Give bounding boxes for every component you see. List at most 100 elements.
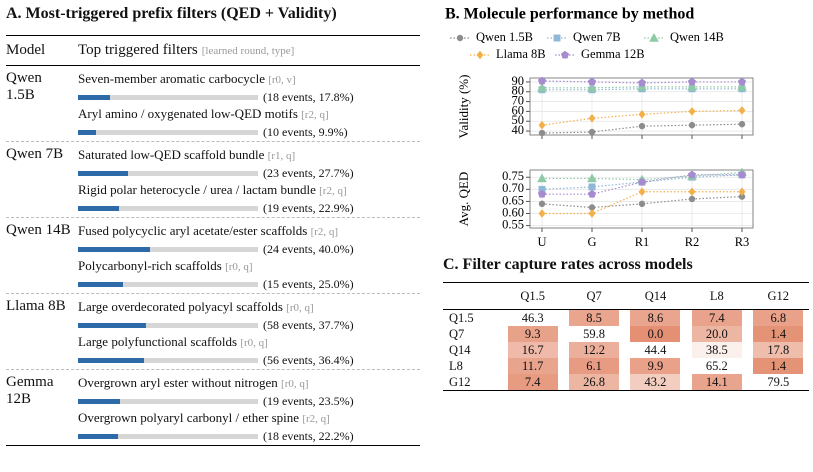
- cell-value: 12.2: [569, 342, 620, 358]
- bar-label: (19 events, 23.5%): [263, 393, 354, 408]
- bar-track: [78, 398, 258, 404]
- bar-label: (23 events, 27.7%): [263, 165, 354, 180]
- filter: Saturated low-QED scaffold bundle [r1, q…: [78, 146, 354, 181]
- point: [537, 189, 547, 198]
- y-tick-label: 80: [512, 84, 525, 98]
- filter-name: Rigid polar heterocycle / urea / lactam …: [78, 182, 316, 197]
- table-cell: 11.7: [502, 358, 563, 374]
- y-tick-label: 40: [512, 123, 525, 137]
- bar-line: (18 events, 17.8%): [78, 89, 354, 105]
- point: [538, 129, 546, 137]
- filter-tag: [r2, q]: [302, 413, 330, 425]
- row-label: Q1.5: [449, 310, 474, 325]
- filter: Overgrown aryl ester without nitrogen [r…: [78, 374, 354, 409]
- filter: Seven-member aromatic carbocycle [r0, v]…: [78, 70, 354, 105]
- cell-value: 46.3: [521, 311, 544, 325]
- bar: [78, 433, 118, 439]
- bar-label: (18 events, 17.8%): [263, 89, 354, 104]
- y-tick-label: 90: [512, 74, 525, 88]
- filter-name: Saturated low-QED scaffold bundle: [78, 147, 265, 162]
- filter-list: Overgrown aryl ester without nitrogen [r…: [78, 374, 354, 445]
- y-tick-label: 0.70: [502, 181, 524, 195]
- model-row: Qwen 14B Fused polycyclic aryl acetate/es…: [6, 218, 420, 294]
- table-cell: 12.2: [563, 342, 624, 358]
- filter-name-line: Rigid polar heterocycle / urea / lactam …: [78, 181, 354, 200]
- filter-list: Saturated low-QED scaffold bundle [r1, q…: [78, 146, 354, 217]
- table-row: Q1.5 46.3 8.5 8.6 7.4 6.8: [443, 310, 809, 327]
- point: [638, 187, 646, 197]
- bar-track: [78, 129, 258, 135]
- x-tick-label: R2: [685, 235, 700, 249]
- cell-value: 65.2: [705, 359, 728, 373]
- point: [587, 82, 597, 92]
- cell-value: 26.8: [569, 374, 620, 390]
- bar-label: (56 events, 36.4%): [263, 352, 354, 367]
- filter: Overgrown polyaryl carbonyl / ether spin…: [78, 409, 354, 444]
- bar-track: [78, 357, 258, 363]
- column-header: Q14: [644, 288, 667, 303]
- point: [587, 77, 597, 86]
- corner: [443, 283, 502, 310]
- panel-c: C. Filter capture rates across models Q1…: [443, 256, 811, 391]
- bar-label: (58 events, 37.7%): [263, 317, 354, 332]
- table-cell: 38.5: [686, 342, 747, 358]
- table-cell: 14.1: [686, 374, 747, 391]
- point: [737, 77, 747, 86]
- filter-tag: [r1, q]: [267, 150, 296, 162]
- cell-value: 8.6: [630, 310, 681, 326]
- cell-value: 43.2: [630, 374, 681, 390]
- bar-line: (15 events, 25.0%): [78, 276, 354, 292]
- cell-value: 1.4: [753, 326, 804, 342]
- point: [588, 113, 596, 123]
- bar-label: (15 events, 25.0%): [263, 276, 354, 291]
- cell-value: 14.1: [691, 374, 742, 390]
- bar: [78, 94, 111, 100]
- filter-name: Polycarbonyl-rich scaffolds: [78, 258, 222, 273]
- x-tick-label: R3: [735, 235, 750, 249]
- point: [537, 76, 547, 85]
- legend-marker: [456, 34, 464, 42]
- table-cell: 9.9: [625, 358, 686, 374]
- model-name: Qwen 7B: [6, 146, 64, 162]
- table-cell: 46.3: [502, 310, 563, 327]
- table-cell: 43.2: [625, 374, 686, 391]
- filter-name: Large overdecorated polyacyl scaffolds: [78, 299, 283, 314]
- cell-value: 59.8: [583, 327, 606, 341]
- capture-table: Q1.5 Q7 Q14 L8 G12 Q1.5 46.3 8.5 8.6 7.4 6.8 Q7 9.3…: [443, 282, 809, 391]
- legend-label: Qwen 14B: [670, 30, 724, 44]
- filter-tag: [r0, q]: [225, 261, 253, 273]
- y-tick-label: 70: [512, 93, 525, 107]
- cell-value: 8.5: [569, 310, 620, 326]
- panel-b: B. Molecule performance by method Qwen 1…: [445, 6, 754, 249]
- table-cell: 65.2: [686, 358, 747, 374]
- legend-marker: [553, 34, 561, 42]
- table-cell: 17.8: [748, 342, 809, 358]
- rows: Qwen 1.5B Seven-member aromatic carbocycl…: [6, 66, 420, 446]
- filter: Fused polycyclic aryl acetate/ester scaf…: [78, 222, 354, 257]
- legend-marker: [476, 50, 484, 60]
- bar: [78, 281, 123, 287]
- bar-line: (56 events, 36.4%): [78, 352, 354, 368]
- filter-tag: [r2, q]: [319, 185, 347, 197]
- table-cell: 16.7: [502, 342, 563, 358]
- filter-name: Overgrown polyaryl carbonyl / ether spin…: [78, 410, 300, 425]
- y-tick-label: 60: [512, 103, 525, 117]
- bar-track: [78, 281, 258, 287]
- y-tick-label: 0.55: [502, 217, 524, 231]
- point: [537, 82, 547, 92]
- point: [737, 81, 747, 91]
- cell-value: 11.7: [507, 358, 558, 374]
- x-tick-label: G: [587, 235, 596, 249]
- point: [738, 187, 746, 197]
- filter-tag: [r0, q]: [240, 337, 268, 349]
- model-row: Llama 8B Large overdecorated polyacyl sca…: [6, 294, 420, 370]
- filter-tag: [r2, q]: [310, 226, 339, 238]
- filter: Large overdecorated polyacyl scaffolds […: [78, 298, 354, 333]
- cell-value: 7.4: [691, 310, 742, 326]
- y-tick-label: 0.65: [502, 193, 524, 207]
- point: [638, 200, 646, 208]
- filter-name-line: Overgrown aryl ester without nitrogen [r…: [78, 374, 354, 393]
- y-axis-label: Avg. QED: [456, 172, 471, 227]
- model-name: Qwen 14B: [6, 222, 71, 238]
- table-cell: 7.4: [686, 310, 747, 326]
